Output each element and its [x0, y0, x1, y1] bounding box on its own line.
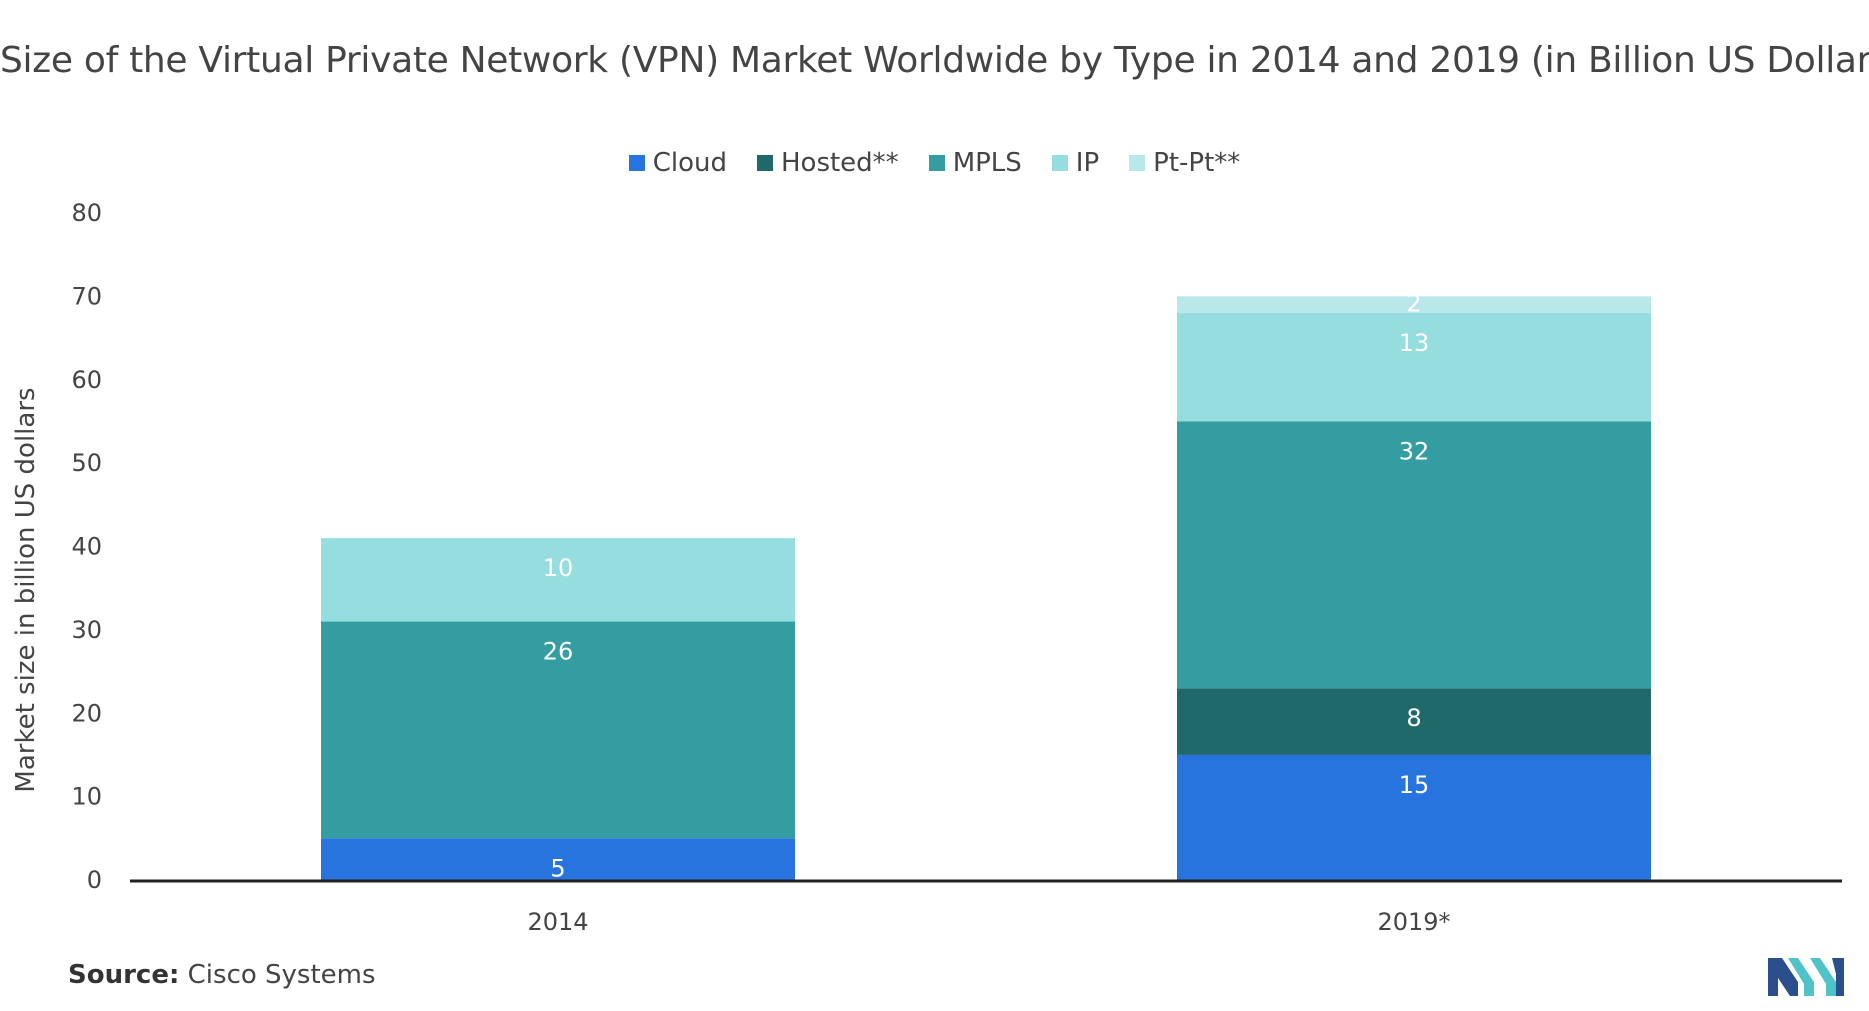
bar-segment [321, 538, 795, 622]
legend-item: Hosted** [756, 148, 899, 178]
source-text: Cisco Systems [187, 960, 376, 990]
data-label: 26 [543, 638, 574, 666]
y-tick-label: 10 [71, 783, 102, 811]
legend-item: MPLS [928, 148, 1022, 178]
mordor-logo-icon [1768, 958, 1844, 996]
bar-segment [1177, 296, 1651, 314]
legend-item: IP [1051, 148, 1100, 178]
y-tick-label: 30 [71, 616, 102, 644]
data-label: 8 [1406, 704, 1421, 732]
legend-label: IP [1075, 148, 1100, 178]
legend-swatch [628, 155, 645, 171]
legend-swatch [928, 155, 945, 171]
data-label: 13 [1399, 329, 1430, 357]
source-note: Source: Cisco Systems [68, 960, 376, 990]
y-tick-label: 0 [87, 866, 102, 894]
chart-svg: 0 10 20 30 40 50 60 70 80 5 26 10 2014 15 8 32 13 2 2019* [71, 199, 1842, 936]
legend-swatch [1129, 155, 1146, 171]
legend-label: Cloud [652, 148, 727, 178]
bar-segment [321, 621, 795, 839]
data-label: 2 [1406, 290, 1421, 318]
legend-label: Hosted** [780, 148, 899, 178]
bar-segment [321, 838, 795, 880]
y-tick-label: 40 [71, 533, 102, 561]
y-tick-label: 70 [71, 282, 102, 310]
y-tick-label: 60 [71, 366, 102, 394]
bar-segment [1177, 421, 1651, 689]
data-label: 10 [543, 554, 574, 582]
bar-segment [1177, 313, 1651, 422]
legend-swatch [1051, 155, 1068, 171]
legend-item: Cloud [628, 148, 727, 178]
legend-label: MPLS [952, 148, 1022, 178]
data-label: 32 [1399, 437, 1430, 465]
legend-label: Pt-Pt** [1153, 148, 1241, 178]
chart-title: Size of the Virtual Private Network (VPN… [0, 40, 1869, 81]
y-tick-label: 50 [71, 449, 102, 477]
legend-item: Pt-Pt** [1129, 148, 1240, 178]
bar-segment [1177, 754, 1651, 880]
legend: Cloud Hosted** MPLS IP Pt-Pt** [0, 148, 1869, 178]
x-tick-label: 2014 [527, 908, 588, 936]
x-tick-label: 2019* [1377, 908, 1450, 936]
source-label: Source: [68, 960, 180, 990]
y-tick-label: 20 [71, 699, 102, 727]
bar-segment [1177, 688, 1651, 755]
y-tick-label: 80 [71, 199, 102, 227]
data-label: 15 [1399, 771, 1430, 799]
legend-swatch [756, 155, 773, 171]
data-label: 5 [550, 854, 565, 882]
